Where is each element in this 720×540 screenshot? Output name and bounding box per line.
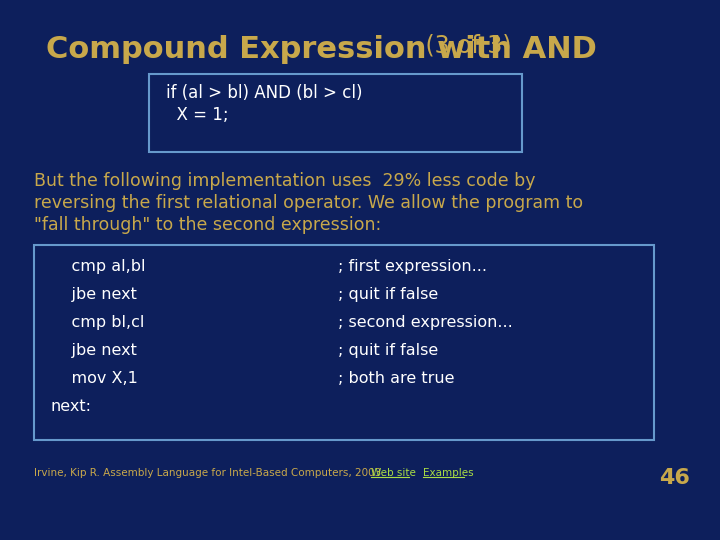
Text: ; second expression...: ; second expression...	[338, 315, 513, 330]
Text: if (al > bl) AND (bl > cl): if (al > bl) AND (bl > cl)	[166, 84, 362, 102]
FancyBboxPatch shape	[34, 245, 654, 440]
Text: 46: 46	[660, 468, 690, 488]
Text: jbe next: jbe next	[51, 343, 137, 358]
Text: (3 of 3): (3 of 3)	[418, 33, 511, 57]
Text: But the following implementation uses  29% less code by: But the following implementation uses 29…	[34, 172, 535, 190]
Text: Compound Expression with AND: Compound Expression with AND	[46, 35, 597, 64]
Text: ; both are true: ; both are true	[338, 371, 455, 386]
Text: ; first expression...: ; first expression...	[338, 259, 487, 274]
Text: reversing the first relational operator. We allow the program to: reversing the first relational operator.…	[34, 194, 582, 212]
Text: "fall through" to the second expression:: "fall through" to the second expression:	[34, 216, 381, 234]
Text: mov X,1: mov X,1	[51, 371, 138, 386]
Text: Irvine, Kip R. Assembly Language for Intel-Based Computers, 2003.: Irvine, Kip R. Assembly Language for Int…	[34, 468, 384, 478]
Text: Examples: Examples	[423, 468, 473, 478]
Text: jbe next: jbe next	[51, 287, 137, 302]
Text: cmp al,bl: cmp al,bl	[51, 259, 145, 274]
Text: Web site: Web site	[371, 468, 415, 478]
Text: cmp bl,cl: cmp bl,cl	[51, 315, 144, 330]
FancyBboxPatch shape	[148, 74, 522, 152]
Text: next:: next:	[51, 399, 91, 414]
Text: ; quit if false: ; quit if false	[338, 343, 438, 358]
Text: X = 1;: X = 1;	[166, 106, 228, 124]
Text: ; quit if false: ; quit if false	[338, 287, 438, 302]
